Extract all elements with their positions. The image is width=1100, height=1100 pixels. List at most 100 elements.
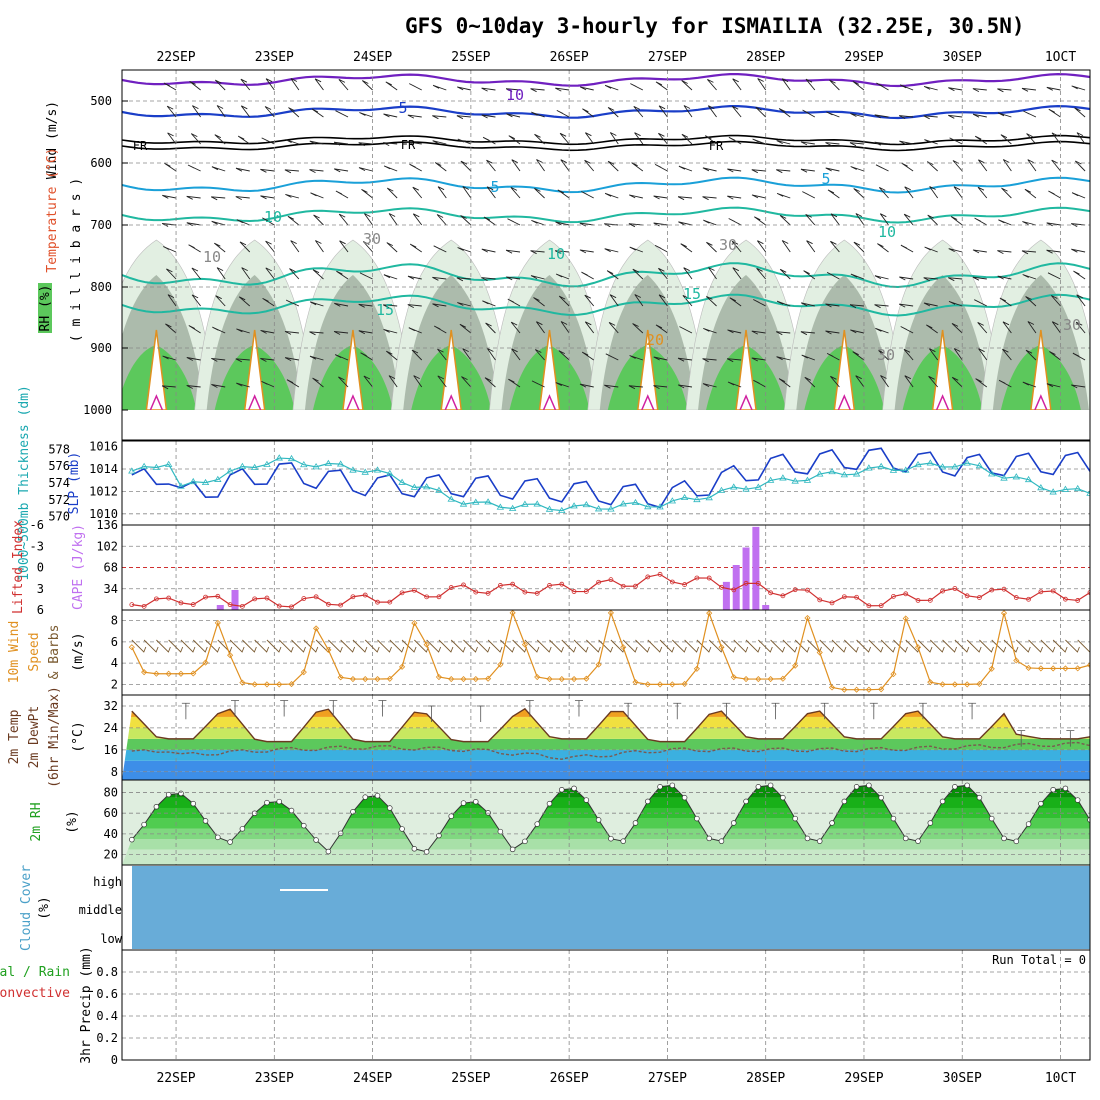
minmax-bar bbox=[1017, 730, 1026, 747]
warm-core-contour bbox=[247, 394, 262, 410]
wind-barb bbox=[481, 248, 496, 253]
wind10m-marker bbox=[570, 675, 578, 683]
wind-barb bbox=[560, 321, 570, 334]
wind-barb bbox=[437, 375, 447, 388]
rh2m-marker bbox=[1050, 787, 1056, 793]
wind-tick-label: 4 bbox=[111, 656, 118, 670]
wind-barb bbox=[333, 141, 349, 146]
precip-tick-label: 0.6 bbox=[96, 987, 118, 1001]
wind-barb bbox=[978, 348, 988, 361]
wind-barb bbox=[898, 303, 914, 308]
wind-barb bbox=[214, 134, 226, 145]
wind-barb bbox=[757, 240, 767, 253]
wind-barb bbox=[1027, 159, 1037, 172]
isotherm bbox=[122, 140, 1090, 152]
wind-barb bbox=[998, 219, 1012, 226]
wind-barb bbox=[407, 275, 422, 280]
thickness-marker bbox=[324, 459, 333, 466]
warm-core-contour bbox=[739, 394, 753, 410]
wind-barb bbox=[339, 240, 349, 253]
thickness-marker bbox=[189, 477, 197, 485]
thickness-marker bbox=[238, 462, 247, 469]
rh2m-marker bbox=[657, 784, 663, 790]
wind10m-speed-line bbox=[131, 610, 1090, 691]
wind-barb bbox=[236, 328, 250, 334]
rh2m-marker bbox=[804, 835, 811, 842]
wind-barb bbox=[409, 243, 422, 253]
wind10m-barb bbox=[1040, 639, 1056, 653]
wind-barb bbox=[924, 139, 938, 145]
thickness-marker bbox=[140, 462, 148, 469]
wind-barb bbox=[531, 219, 545, 226]
contour-label: 10 bbox=[203, 248, 221, 266]
wind-barb bbox=[481, 277, 496, 282]
lifted-index-marker bbox=[264, 595, 270, 601]
wind-barb bbox=[629, 355, 643, 361]
wind-barb bbox=[186, 357, 201, 361]
wind-barb bbox=[511, 348, 521, 361]
rh2m-marker bbox=[165, 791, 172, 798]
wind10m-marker bbox=[485, 675, 492, 682]
rh2m-marker bbox=[964, 782, 970, 789]
lifted-index-ylabel: Lifted Index bbox=[11, 520, 26, 614]
wind10m-marker bbox=[227, 652, 234, 659]
warm-core-contour bbox=[149, 394, 164, 410]
wind10m-marker bbox=[718, 644, 725, 651]
minmax-bar bbox=[231, 700, 240, 717]
rh2m-marker bbox=[902, 835, 909, 842]
lifted-index-marker bbox=[547, 583, 552, 588]
slp-ticks: 578 576 574 572 570 1016 1014 1012 1010 bbox=[48, 440, 118, 524]
wind-barb bbox=[459, 323, 472, 334]
thickness-tick-label: 578 bbox=[48, 442, 70, 456]
wind-barb bbox=[732, 267, 742, 280]
wind-barb bbox=[655, 324, 668, 334]
wind10m-barb bbox=[659, 639, 675, 653]
wind-barb bbox=[510, 186, 521, 199]
wind-barb bbox=[235, 358, 250, 363]
contour-label: 5 bbox=[398, 99, 407, 117]
thickness-marker bbox=[164, 460, 173, 467]
wind10m-barb bbox=[758, 639, 773, 653]
thickness-marker bbox=[312, 463, 320, 470]
warm-core bbox=[931, 329, 954, 410]
thickness-marker bbox=[1037, 484, 1045, 491]
lifted-index-marker bbox=[473, 589, 479, 595]
wind-barb bbox=[1025, 349, 1037, 361]
wind-barb bbox=[412, 186, 423, 199]
wind-barb bbox=[530, 88, 545, 93]
isotherm bbox=[122, 104, 1090, 120]
wind10m-marker bbox=[251, 681, 258, 688]
lifted-index-marker bbox=[891, 593, 896, 599]
chart-title: GFS 0~10day 3-hourly for ISMAILIA (32.25… bbox=[405, 14, 1025, 38]
lifted-index-marker bbox=[977, 595, 982, 600]
wind10m-marker bbox=[411, 620, 418, 627]
thickness-marker bbox=[459, 500, 468, 507]
wind10m-marker bbox=[902, 615, 909, 622]
wind-barb bbox=[214, 242, 226, 253]
wind-barb bbox=[558, 350, 570, 361]
thickness-marker bbox=[128, 467, 136, 474]
rh2m-marker bbox=[1001, 835, 1007, 842]
wind-barb bbox=[585, 132, 595, 145]
top-date-label: 24SEP bbox=[353, 50, 392, 65]
wind-barb bbox=[658, 105, 668, 118]
li-tick-label: 3 bbox=[37, 582, 44, 596]
wind10m-marker bbox=[202, 659, 209, 666]
wind10m-barb bbox=[438, 639, 454, 653]
rh2m-marker bbox=[559, 787, 565, 793]
wind-barb bbox=[876, 82, 889, 91]
thickness-marker bbox=[1012, 473, 1020, 480]
wind-barb bbox=[456, 86, 471, 91]
slp-tick-label: 1016 bbox=[89, 440, 118, 454]
wind-barb bbox=[923, 302, 938, 307]
wind10m-marker bbox=[816, 649, 823, 656]
thickness-marker bbox=[619, 500, 627, 507]
wind-barb bbox=[874, 114, 889, 119]
wind10m-marker bbox=[239, 679, 246, 686]
rh2m-marker bbox=[276, 798, 282, 805]
wind-barb bbox=[216, 105, 226, 118]
warm-core-contour bbox=[935, 394, 950, 410]
wind-barb bbox=[262, 297, 275, 307]
thickness-marker bbox=[852, 470, 861, 477]
wind10m-marker bbox=[792, 662, 799, 669]
